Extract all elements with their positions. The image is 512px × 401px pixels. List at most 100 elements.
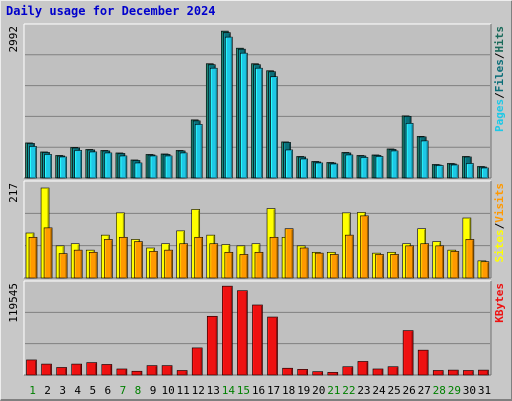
day-label: 18 — [282, 384, 295, 397]
day-label: 21 — [327, 384, 340, 397]
bar-visits — [209, 243, 219, 279]
legend-entry: Hits — [493, 26, 506, 53]
bar-kbytes — [297, 369, 308, 376]
bar-pages — [315, 162, 324, 179]
day-label: 20 — [312, 384, 325, 397]
bar-kbytes — [237, 290, 248, 376]
legend-entry: / — [493, 92, 506, 99]
bar-kbytes — [86, 362, 98, 376]
y-max-label: 119545 — [7, 283, 20, 323]
bar-pages — [134, 162, 143, 179]
bar-pages — [89, 151, 98, 179]
day-label: 5 — [89, 384, 96, 397]
bar-kbytes — [387, 366, 399, 376]
bar-kbytes — [312, 371, 324, 376]
bar-visits — [314, 252, 324, 279]
bar-pages — [451, 164, 459, 179]
day-label: 22 — [342, 384, 355, 397]
bar-pages — [390, 150, 399, 179]
bar-visits — [435, 245, 445, 279]
bar-kbytes — [267, 316, 278, 376]
bar-kbytes — [101, 364, 113, 376]
bar-pages — [285, 149, 293, 179]
legend-entry: KBytes — [493, 283, 506, 323]
day-label: 1 — [29, 384, 36, 397]
day-label: 12 — [192, 384, 205, 397]
bar-pages — [209, 67, 218, 179]
legend-entry: Files — [493, 59, 506, 92]
day-label: 11 — [177, 384, 190, 397]
bar-kbytes — [71, 363, 82, 376]
day-label: 31 — [478, 384, 491, 397]
day-label: 26 — [403, 384, 416, 397]
bar-kbytes — [342, 366, 354, 376]
y-max-label: 2992 — [7, 26, 20, 53]
bar-kbytes — [191, 347, 203, 376]
bar-kbytes — [26, 359, 37, 376]
legend-entry: Pages — [493, 99, 506, 132]
bar-pages — [119, 155, 128, 179]
bar-pages — [300, 158, 308, 179]
bar-visits — [58, 253, 68, 279]
day-label: 25 — [387, 384, 400, 397]
legend-hits-files-pages: Pages/Files/Hits — [493, 26, 506, 132]
bar-pages — [270, 76, 278, 179]
bar-kbytes — [372, 368, 384, 376]
bar-visits — [194, 236, 204, 279]
y-max-label: 217 — [7, 183, 20, 203]
bar-visits — [119, 236, 128, 279]
day-label: 2 — [44, 384, 51, 397]
bar-kbytes — [222, 285, 233, 376]
bar-visits — [134, 241, 143, 279]
bar-visits — [480, 261, 490, 279]
bar-visits — [164, 249, 173, 279]
legend-entry: / — [493, 52, 506, 59]
bar-kbytes — [282, 367, 293, 376]
bar-pages — [149, 155, 158, 179]
bar-kbytes — [327, 372, 339, 376]
day-label: 9 — [150, 384, 157, 397]
bar-pages — [179, 152, 188, 179]
day-label: 4 — [74, 384, 81, 397]
day-label: 24 — [372, 384, 386, 397]
bar-visits — [269, 236, 279, 279]
day-label: 19 — [297, 384, 310, 397]
legend-kbytes: KBytes — [493, 283, 506, 323]
bar-pages — [255, 67, 263, 179]
bar-pages — [44, 154, 52, 179]
bar-visits — [179, 243, 188, 279]
bar-kbytes — [478, 369, 489, 376]
day-label: 3 — [59, 384, 66, 397]
bar-kbytes — [402, 330, 414, 376]
bar-kbytes — [161, 365, 173, 376]
day-label: 13 — [207, 384, 220, 397]
bar-pages — [330, 163, 339, 179]
bar-kbytes — [252, 304, 263, 376]
bar-kbytes — [56, 367, 67, 376]
bar-visits — [104, 239, 113, 279]
bar-visits — [405, 245, 414, 279]
day-label: 28 — [433, 384, 446, 397]
bar-visits — [345, 234, 354, 279]
bar-pages — [345, 154, 354, 179]
bar-visits — [149, 251, 158, 279]
bar-visits — [254, 251, 264, 279]
bar-pages — [405, 123, 414, 179]
bar-visits — [28, 236, 38, 279]
bar-pages — [74, 150, 82, 179]
bar-visits — [239, 254, 249, 279]
bar-pages — [420, 140, 429, 179]
day-label: 29 — [448, 384, 461, 397]
bar-kbytes — [131, 370, 143, 376]
bar-kbytes — [116, 368, 128, 376]
bar-pages — [375, 156, 384, 179]
day-label: 17 — [267, 384, 280, 397]
bar-visits — [375, 254, 384, 279]
bar-kbytes — [206, 315, 218, 376]
day-label: 6 — [105, 384, 112, 397]
bar-kbytes — [41, 363, 52, 376]
bar-pages — [29, 146, 37, 179]
bar-visits — [450, 251, 460, 279]
legend-entry: Visits — [493, 183, 506, 223]
